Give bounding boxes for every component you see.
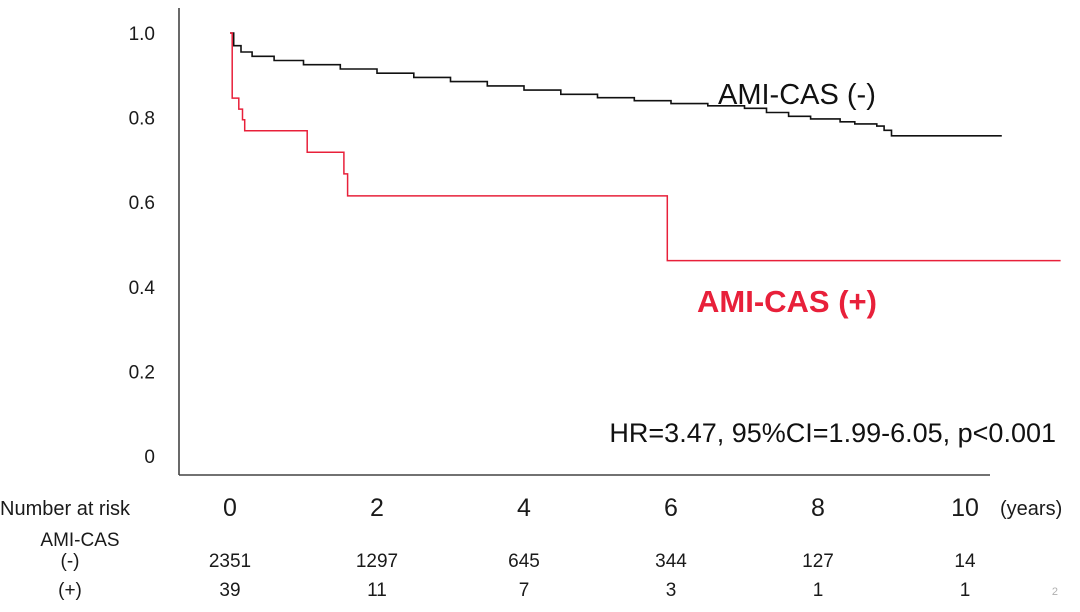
x-tick-label: 2	[370, 494, 384, 522]
risk-cell: 1	[813, 580, 824, 601]
series-label-negative: AMI-CAS (-)	[718, 79, 876, 111]
risk-cell: 1	[960, 580, 971, 601]
hazard-ratio-annotation: HR=3.47, 95%CI=1.99-6.05, p<0.001	[609, 418, 1056, 448]
risk-cell: 2351	[209, 551, 251, 572]
x-tick-label: 10	[951, 494, 979, 522]
curve-ami-cas-negative	[230, 32, 1002, 137]
risk-cell: 11	[367, 580, 387, 601]
y-tick-label: 0.6	[129, 193, 155, 214]
page-number: 2	[1052, 586, 1058, 598]
x-tick-labels: 0 2 4 6 8 10	[223, 494, 979, 522]
x-tick-label: 0	[223, 494, 237, 522]
y-tick-labels: 0 0.2 0.4 0.6 0.8 1.0	[129, 24, 156, 468]
risk-table: (-) 2351 1297 645 344 127 14(+) 39 11 7 3 1 1	[58, 551, 976, 601]
x-axis-unit-label: (years)	[1000, 498, 1062, 520]
risk-table-group-label: AMI-CAS	[40, 530, 119, 551]
curve-ami-cas-positive	[230, 32, 1061, 262]
risk-cell: 39	[219, 580, 240, 601]
risk-row-label: (+)	[58, 580, 82, 601]
survival-curves	[230, 32, 1061, 262]
risk-row-label: (-)	[61, 551, 80, 572]
y-tick-label: 0.8	[129, 109, 155, 130]
x-tick-label: 4	[517, 494, 531, 522]
risk-cell: 127	[802, 551, 834, 572]
series-label-positive: AMI-CAS (+)	[697, 284, 877, 319]
risk-cell: 344	[655, 551, 687, 572]
risk-cell: 3	[666, 580, 677, 601]
y-tick-label: 0.2	[129, 362, 155, 383]
risk-cell: 14	[954, 551, 976, 572]
axes	[178, 8, 990, 476]
risk-table-title: Number at risk	[0, 498, 131, 520]
x-tick-label: 8	[811, 494, 825, 522]
risk-cell: 645	[508, 551, 540, 572]
y-tick-label: 0.4	[129, 278, 156, 299]
risk-cell: 1297	[356, 551, 398, 572]
y-tick-label: 0	[144, 447, 155, 468]
x-tick-label: 6	[664, 494, 678, 522]
risk-cell: 7	[519, 580, 530, 601]
y-tick-label: 1.0	[129, 24, 155, 45]
